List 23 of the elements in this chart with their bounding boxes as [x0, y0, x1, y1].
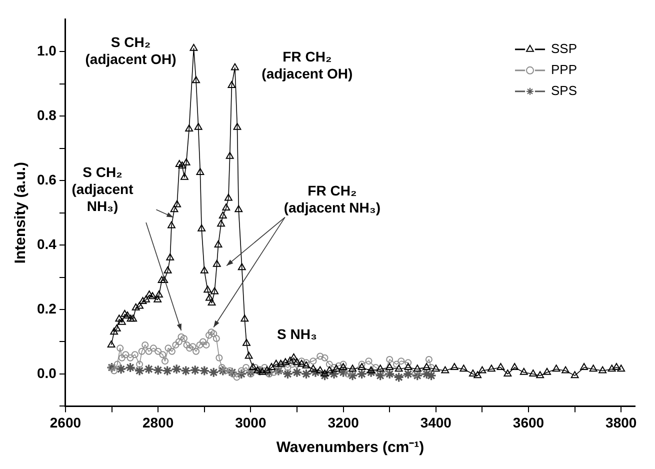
- y-tick-label: 1.0: [36, 42, 57, 58]
- x-tick-label: 3000: [235, 414, 266, 430]
- y-tick-label: 0.2: [36, 300, 57, 316]
- y-tick-label: 0.0: [36, 364, 57, 381]
- x-tick-label: 3600: [512, 414, 544, 430]
- y-tick-label: 0.6: [36, 171, 57, 188]
- legend-label: SPS: [551, 82, 578, 98]
- x-tick-label: 3800: [606, 414, 637, 430]
- x-tick-label: 2800: [142, 414, 174, 430]
- y-tick-label: 0.4: [36, 236, 57, 252]
- x-tick-label: 3400: [420, 414, 452, 430]
- x-axis-title: Wavenumbers (cm⁻¹): [276, 439, 424, 456]
- annotation: S CH₂ (adjacent NH₃): [72, 164, 134, 214]
- x-tick-label: 2600: [50, 414, 82, 430]
- legend-label: PPP: [551, 62, 578, 77]
- y-axis-title: Intensity (a.u.): [12, 162, 30, 264]
- y-tick-label: 0.8: [36, 106, 57, 123]
- annotation: S CH₂ (adjacent OH): [85, 34, 176, 67]
- annotation: S NH₃: [277, 326, 317, 342]
- x-tick-label: 3200: [328, 414, 360, 430]
- legend-label: SSP: [551, 40, 578, 56]
- annotation: FR CH₂ (adjacent NH₃): [284, 182, 381, 216]
- annotation: FR CH₂ (adjacent OH): [262, 48, 353, 82]
